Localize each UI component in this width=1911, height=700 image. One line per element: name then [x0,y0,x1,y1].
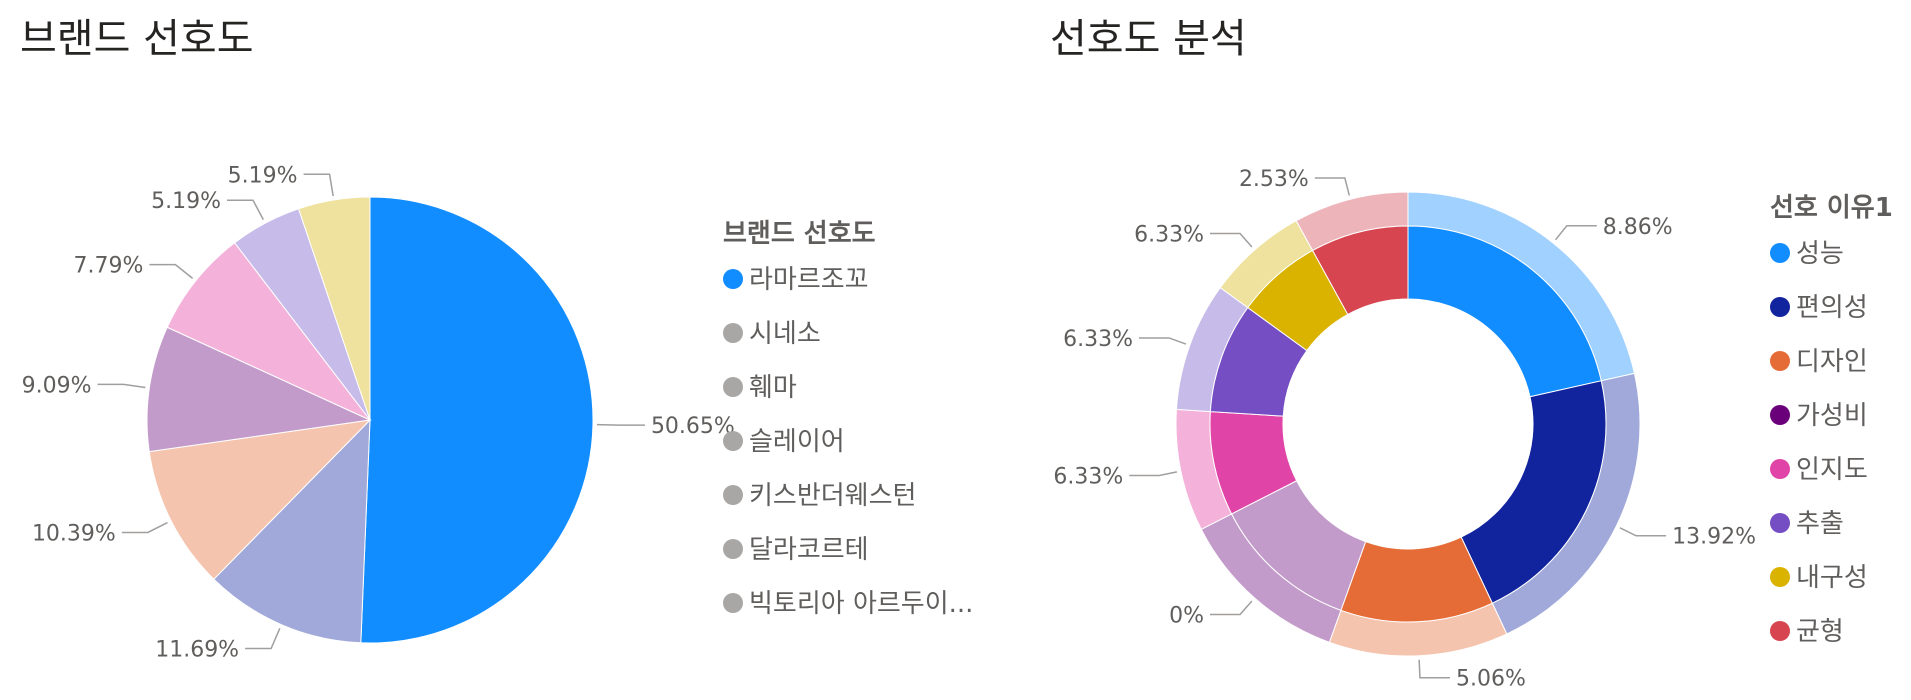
pie-legend-swatch-3[interactable] [723,431,743,451]
donut-outer-segment-2-label: 5.06% [1456,667,1526,692]
donut-outer-segment-4-label: 6.33% [1053,465,1123,490]
pie-legend-swatch-0[interactable] [723,269,743,289]
pie-slice-4-label: 7.79% [74,254,144,279]
chart-title-brand-preference: 브랜드 선호도 [20,16,254,62]
pie-legend-item-6[interactable]: 빅토리아 아르두이... [749,589,973,619]
pie-slice-4-leader [149,263,194,279]
pie-slice-1-leader [245,628,281,650]
donut-outer-segment-6-label: 6.33% [1134,222,1204,247]
pie-legend-item-4[interactable]: 키스반더웨스턴 [749,481,916,511]
donut-legend-swatch-5[interactable] [1770,513,1790,533]
donut-legend-item-6[interactable]: 내구성 [1796,563,1868,593]
donut-legend-item-5[interactable]: 추출 [1796,509,1844,539]
donut-legend-title: 선호 이유1 [1770,193,1893,223]
pie-legend-item-0[interactable]: 라마르조꼬 [749,265,869,295]
donut-legend-swatch-1[interactable] [1770,297,1790,317]
pie-legend-swatch-5[interactable] [723,539,743,559]
pie-legend-item-5[interactable]: 달라코르테 [749,535,869,565]
pie-slice-4[interactable] [166,242,371,421]
donut-outer-segment-4-leader [1129,471,1178,477]
donut-outer-segment-6-leader [1210,232,1253,248]
pie-slice-2-label: 10.39% [32,521,116,546]
pie-slice-6[interactable] [297,196,371,421]
donut-legend-item-2[interactable]: 디자인 [1796,347,1868,377]
donut-legend-item-0[interactable]: 성능 [1796,239,1844,269]
pie-legend-item-2[interactable]: 훼마 [749,373,797,403]
chart-title-preference-analysis: 선호도 분석 [1050,16,1247,62]
donut-legend-item-1[interactable]: 편의성 [1796,293,1868,323]
pie-slice-5-label: 5.19% [151,189,221,214]
donut-legend-item-3[interactable]: 가성비 [1796,401,1868,431]
donut-outer-segment-1-label: 13.92% [1672,525,1756,550]
donut-legend-swatch-0[interactable] [1770,243,1790,263]
pie-legend-title: 브랜드 선호도 [723,219,876,249]
donut-legend-item-7[interactable]: 균형 [1796,617,1844,647]
pie-slice-5-leader [226,199,264,220]
donut-inner-segment-7[interactable] [1311,225,1409,316]
pie-legend-swatch-4[interactable] [723,485,743,505]
donut-legend-item-4[interactable]: 인지도 [1796,455,1868,485]
pie-slice-0[interactable] [360,196,594,644]
pie-slice-3-leader [97,383,146,389]
pie-slice-2[interactable] [148,419,372,580]
pie-legend-swatch-6[interactable] [723,593,743,613]
donut-outer-segment-0-label: 8.86% [1603,215,1673,240]
donut-outer-segment-7-leader [1314,177,1351,196]
pie-slice-1[interactable] [213,418,371,644]
donut-legend-swatch-6[interactable] [1770,567,1790,587]
pie-slice-6-label: 5.19% [228,163,298,188]
pie-slice-3[interactable] [146,326,372,453]
pie-slice-6-leader [303,173,334,197]
donut-outer-segment-1-leader [1619,527,1667,537]
donut-outer-segment-5-leader [1139,337,1187,345]
donut-outer-segment-2-leader [1418,659,1450,679]
donut-outer-segment-5-label: 6.33% [1063,327,1133,352]
pie-slice-3-label: 9.09% [22,373,92,398]
donut-outer-segment-3-label: 0% [1169,604,1204,629]
pie-legend-swatch-1[interactable] [723,323,743,343]
donut-legend-swatch-2[interactable] [1770,351,1790,371]
pie-slice-0-label: 50.65% [651,414,735,439]
pie-legend-item-1[interactable]: 시네소 [749,319,821,349]
donut-legend-swatch-3[interactable] [1770,405,1790,425]
donut-outer-segment-7-label: 2.53% [1239,167,1309,192]
pie-legend-item-3[interactable]: 슬레이어 [749,427,845,457]
pie-slice-2-leader [121,521,168,534]
donut-legend-swatch-7[interactable] [1770,621,1790,641]
donut-legend-swatch-4[interactable] [1770,459,1790,479]
donut-outer-segment-0-leader [1554,225,1597,241]
pie-slice-1-label: 11.69% [155,638,239,663]
pie-legend-swatch-2[interactable] [723,377,743,397]
donut-outer-segment-3-leader [1210,600,1253,616]
